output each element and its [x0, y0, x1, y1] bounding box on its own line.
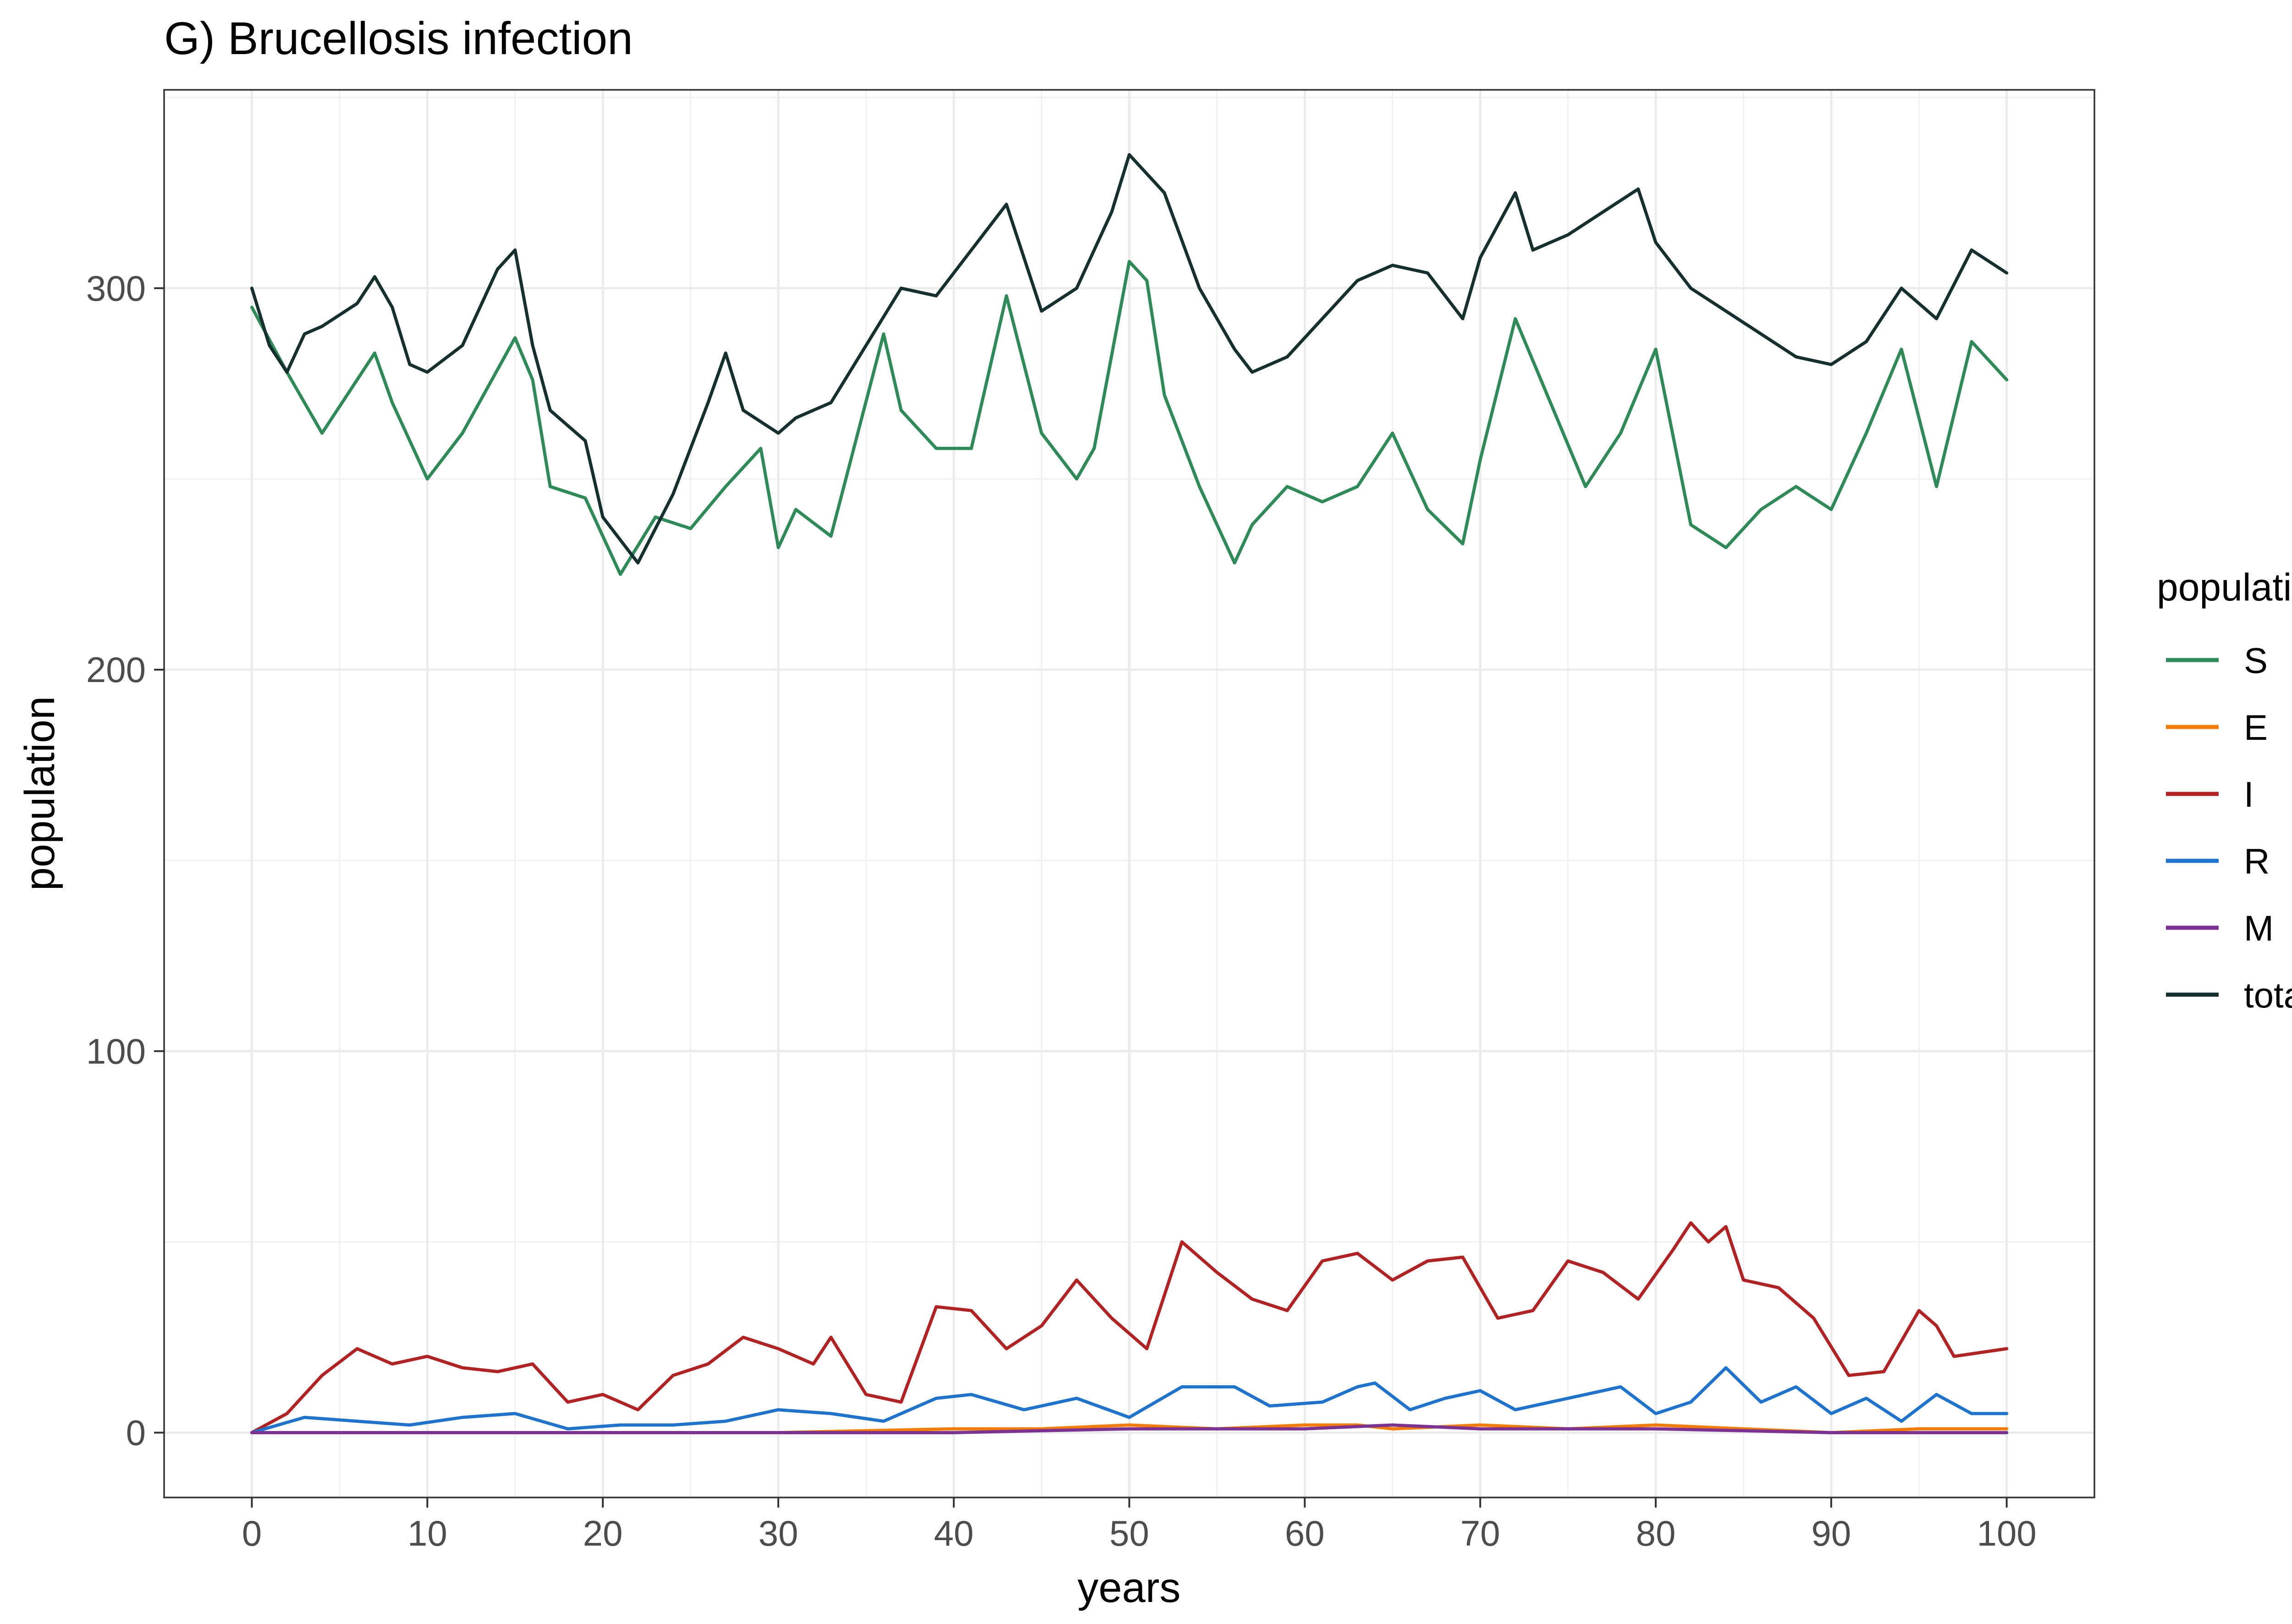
y-axis: 0 100 200 300	[86, 268, 164, 1453]
x-tick-label: 80	[1636, 1513, 1676, 1553]
x-tick-label: 50	[1109, 1513, 1149, 1553]
major-gridlines	[164, 90, 2094, 1497]
x-tick-label: 60	[1285, 1513, 1325, 1553]
x-tick-label: 70	[1460, 1513, 1500, 1553]
legend-label-R: R	[2244, 841, 2270, 881]
y-tick-label: 300	[86, 268, 146, 308]
legend-label-M: M	[2244, 908, 2274, 948]
legend-label-I: I	[2244, 774, 2254, 815]
y-axis-title: population	[17, 696, 63, 891]
legend-label-S: S	[2244, 640, 2268, 681]
series-lines	[250, 153, 2009, 1434]
y-tick-label: 0	[126, 1413, 146, 1453]
x-tick-label: 20	[583, 1513, 623, 1553]
x-axis-title: years	[1078, 1564, 1181, 1611]
x-tick-label: 90	[1811, 1513, 1851, 1553]
series-line-S	[250, 260, 2009, 576]
series-line-total	[250, 153, 2009, 565]
series-line-R	[250, 1366, 2009, 1434]
x-tick-label: 0	[242, 1513, 262, 1553]
x-tick-label: 100	[1977, 1513, 2037, 1553]
x-tick-label: 30	[758, 1513, 798, 1553]
x-tick-label: 10	[408, 1513, 447, 1553]
legend-label-E: E	[2244, 707, 2268, 748]
y-tick-label: 200	[86, 650, 146, 690]
legend: population SEIRMtotal	[2157, 566, 2292, 1015]
y-tick-label: 100	[86, 1031, 146, 1071]
legend-title: population	[2157, 566, 2292, 609]
x-tick-label: 40	[934, 1513, 974, 1553]
series-line-M	[250, 1423, 2009, 1434]
chart-title: G) Brucellosis infection	[164, 13, 633, 64]
legend-label-total: total	[2244, 975, 2292, 1015]
plot-panel	[163, 89, 2095, 1498]
series-line-I	[250, 1221, 2009, 1434]
x-axis: 0 10 20 30 40 50 60 70 80 90 100	[242, 1497, 2037, 1553]
